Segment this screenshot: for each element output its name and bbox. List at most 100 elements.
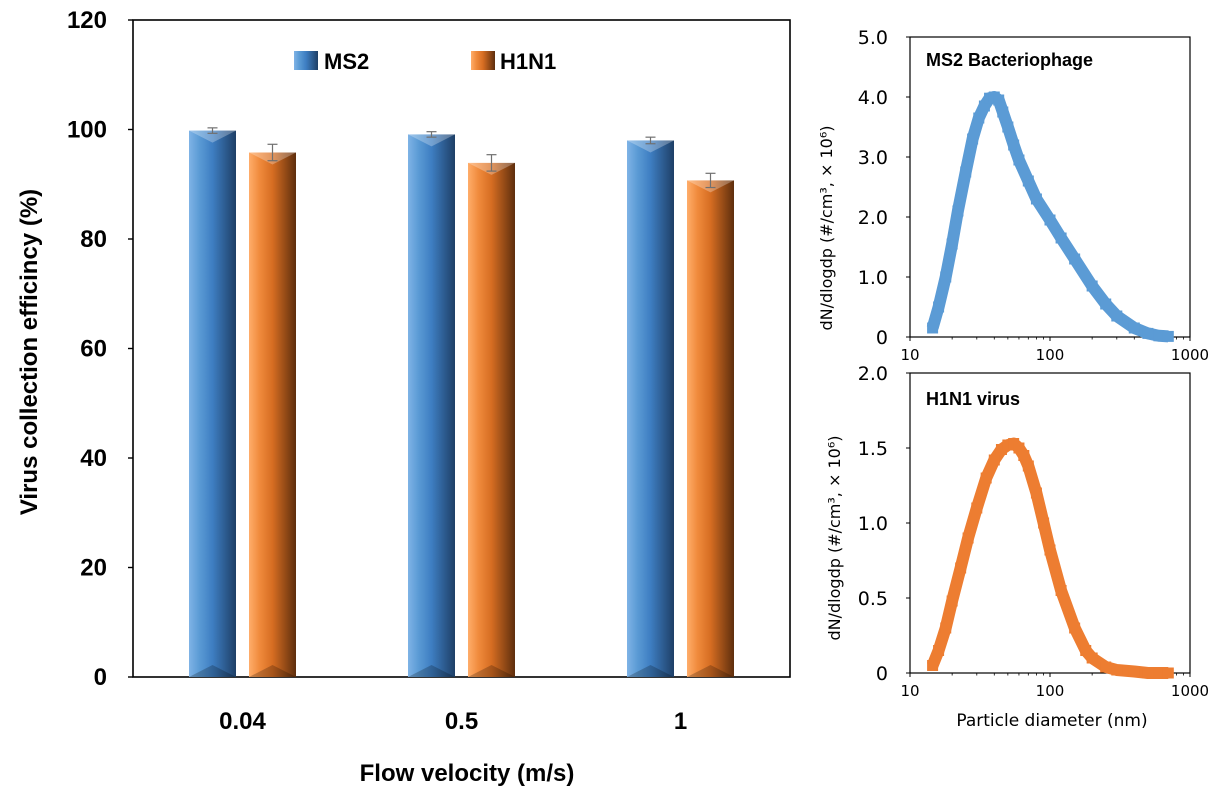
ms2-data-point bbox=[993, 94, 1005, 106]
ms2-y-tick-label: 1.0 bbox=[858, 267, 888, 289]
h1n1-data-point bbox=[955, 562, 967, 574]
h1n1-data-point bbox=[1086, 652, 1098, 664]
ms2-data-point bbox=[1100, 298, 1112, 310]
ms2-data-point bbox=[997, 106, 1009, 118]
h1n1-data-point bbox=[1022, 460, 1034, 472]
h1n1-data-point bbox=[1153, 667, 1165, 679]
legend-swatch-ms2 bbox=[294, 51, 318, 70]
h1n1-y-tick-label: 0.5 bbox=[858, 588, 888, 610]
h1n1-data-point bbox=[1162, 667, 1174, 679]
h1n1-x-tick-label: 1000 bbox=[1171, 682, 1209, 700]
h1n1-data-point bbox=[1030, 487, 1042, 499]
h1n1-data-point bbox=[980, 472, 992, 484]
ms2-y-tick-label: 2.0 bbox=[858, 207, 888, 229]
h1n1-data-point bbox=[946, 595, 958, 607]
ms2-x-tick-label: 1000 bbox=[1171, 346, 1209, 364]
h1n1-y-tick-label: 0 bbox=[876, 663, 888, 685]
ms2-y-tick-label: 4.0 bbox=[858, 87, 888, 109]
h1n1-data-point bbox=[940, 622, 952, 634]
ms2-data-point bbox=[1128, 322, 1140, 334]
bar-ms2-bottom-bevel bbox=[627, 665, 674, 677]
h1n1-data-point bbox=[1055, 585, 1067, 596]
bar-x-tick-label: 0.5 bbox=[445, 708, 478, 735]
ms2-y-tick-label: 0 bbox=[876, 327, 888, 349]
bar-y-tick-label: 60 bbox=[80, 336, 107, 363]
bar-y-tick-label: 100 bbox=[67, 117, 107, 144]
h1n1-data-point bbox=[1002, 439, 1014, 451]
bar-x-tick-label: 1 bbox=[674, 708, 687, 735]
bar-y-axis-title: Virus collection efficincy (%) bbox=[16, 189, 43, 515]
ms2-data-point bbox=[1022, 175, 1034, 187]
h1n1-y-axis-title: dN/dlogdp (#/cm³, × 10⁶) bbox=[825, 436, 844, 641]
h1n1-plot-frame bbox=[909, 372, 1191, 674]
bar-ms2-1 bbox=[408, 134, 455, 678]
h1n1-data-point bbox=[1013, 442, 1025, 454]
bar-h1n1-bottom-bevel bbox=[468, 665, 515, 677]
h1n1-data-point bbox=[1100, 661, 1112, 673]
ms2-data-point bbox=[1008, 139, 1020, 151]
h1n1-data-point bbox=[1018, 450, 1030, 461]
ms2-data-point bbox=[960, 166, 972, 178]
ms2-data-point bbox=[940, 271, 952, 283]
bar-y-tick-label: 0 bbox=[94, 664, 107, 691]
bar-h1n1-2 bbox=[687, 180, 734, 678]
bar-y-tick-label: 40 bbox=[80, 445, 107, 472]
bar-ms2-0 bbox=[189, 130, 236, 678]
h1n1-data-point bbox=[988, 454, 1000, 466]
h1n1-data-point bbox=[962, 532, 974, 544]
h1n1-y-tick-label: 2.0 bbox=[858, 363, 888, 385]
h1n1-size-distribution-chart: 0 0.5 1.0 1.5 2.0 10 100 1000 H1N1 virus Partic… bbox=[825, 363, 1209, 731]
ms2-series-line bbox=[926, 91, 1169, 343]
bar-h1n1-0 bbox=[249, 152, 296, 677]
ms2-data-point bbox=[1044, 214, 1056, 226]
bar-y-tick-label: 20 bbox=[80, 555, 107, 582]
bar-y-tick-label: 80 bbox=[80, 226, 107, 253]
ms2-data-point bbox=[973, 112, 985, 124]
bar-ms2-2 bbox=[627, 140, 674, 677]
ms2-data-point bbox=[967, 133, 979, 145]
h1n1-data-point bbox=[1080, 645, 1092, 656]
ms2-data-point bbox=[1142, 327, 1154, 339]
h1n1-chart-title: H1N1 virus bbox=[926, 389, 1020, 409]
bar-x-tick-label: 0.04 bbox=[219, 708, 266, 735]
h1n1-x-tick-label: 100 bbox=[1036, 682, 1065, 700]
bar-ms2-bottom-bevel bbox=[189, 665, 236, 677]
bar-legend: MS2 H1N1 bbox=[294, 49, 556, 74]
bar-x-axis-title: Flow velocity (m/s) bbox=[360, 760, 575, 787]
ms2-x-tick-label: 100 bbox=[1036, 346, 1065, 364]
ms2-data-point bbox=[1086, 280, 1098, 292]
h1n1-y-tick-label: 1.5 bbox=[858, 438, 888, 460]
h1n1-data-point bbox=[971, 502, 983, 514]
h1n1-x-axis-title: Particle diameter (nm) bbox=[956, 711, 1147, 731]
ms2-plot-frame bbox=[909, 36, 1191, 338]
ms2-data-point bbox=[1013, 154, 1025, 166]
bar-ms2-bottom-bevel bbox=[408, 665, 455, 677]
h1n1-data-point bbox=[927, 660, 939, 671]
h1n1-data-point bbox=[995, 444, 1007, 455]
ms2-x-tick-label: 10 bbox=[900, 346, 919, 364]
ms2-data-point bbox=[927, 322, 939, 334]
legend-swatch-h1n1 bbox=[471, 51, 495, 70]
ms2-data-point bbox=[1055, 232, 1067, 244]
ms2-y-tick-label: 3.0 bbox=[858, 147, 888, 169]
ms2-data-point bbox=[1069, 253, 1081, 265]
bar-ms2-top-bevel bbox=[408, 134, 455, 147]
ms2-data-point bbox=[1162, 330, 1174, 342]
h1n1-series-line bbox=[927, 437, 1169, 679]
h1n1-data-point bbox=[1069, 622, 1081, 634]
ms2-y-tick-label: 5.0 bbox=[858, 27, 888, 49]
ms2-chart-title: MS2 Bacteriophage bbox=[926, 50, 1093, 70]
ms2-data-point bbox=[1002, 121, 1014, 133]
ms2-data-point bbox=[1153, 330, 1165, 342]
ms2-y-axis-title: dN/dlogdp (#/cm³, × 10⁶) bbox=[817, 126, 836, 331]
collection-efficiency-bar-chart: 0 20 40 60 80 100 120 0.04 0.5 1 MS2 H1N1 Flow v… bbox=[16, 7, 791, 787]
ms2-data-point bbox=[1111, 310, 1123, 322]
ms2-data-point bbox=[933, 301, 945, 313]
ms2-data-point bbox=[978, 100, 990, 112]
h1n1-data-point bbox=[1128, 666, 1140, 677]
ms2-data-point bbox=[1030, 193, 1042, 205]
h1n1-y-tick-label: 1.0 bbox=[858, 513, 888, 535]
h1n1-data-point bbox=[1038, 517, 1050, 529]
h1n1-data-point bbox=[1044, 544, 1056, 556]
